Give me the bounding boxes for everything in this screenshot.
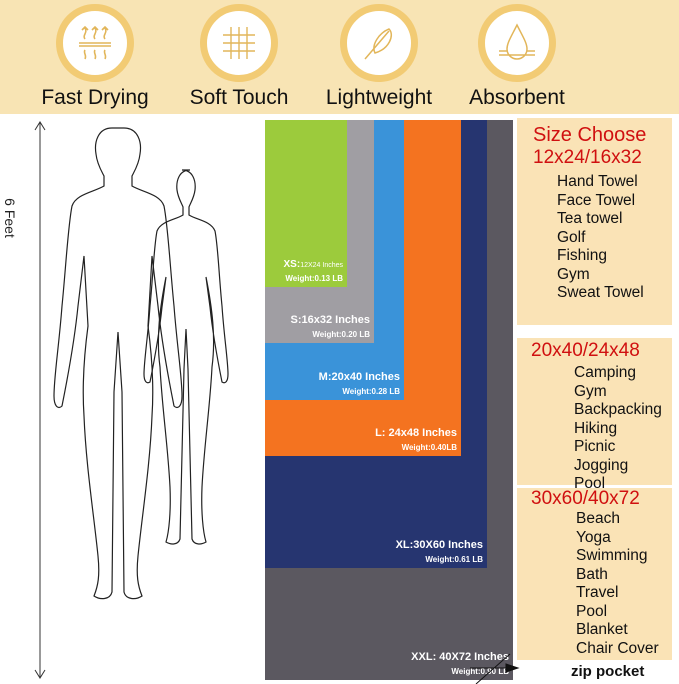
feature-absorbent: Absorbent [462,4,572,110]
use-item: Sweat Towel [557,284,644,301]
use-item: Picnic [574,438,616,455]
feature-label: Lightweight [325,86,433,109]
weight-text: Weight:0.13 LB [285,274,343,283]
feature-lightweight: Lightweight [324,4,434,110]
size-group-small: Size Choose 12x24/16x32 Hand Towel Face T… [517,118,672,325]
use-item: Pool [574,475,606,492]
size-text: L: 24x48 Inches [375,427,457,439]
human-silhouettes [53,127,229,600]
zip-pocket-arrow [470,653,520,684]
weight-text: Weight:0.40LB [401,443,457,452]
use-item: Hiking [574,419,618,437]
size-detail: 12X24 Inches [300,262,343,269]
use-item: Pool [576,602,608,620]
size-group-large: 30x60/40x72 Beach Yoga Swimming Bath Travel P… [517,488,672,660]
height-label: 6 Feet [1,198,18,238]
height-arrow [34,121,46,679]
towel-label: XXL: 40X72 Inches Weight:0.90 LB [411,651,509,676]
weight-text: Weight:0.28 LB [342,387,400,396]
towel-label: M:20x40 Inches Weight:0.28 LB [319,371,400,396]
towel-label: S:16x32 Inches Weight:0.20 LB [291,314,371,339]
size-choose-title: Size Choose [533,124,647,146]
woven-fabric-icon [223,27,255,59]
size-text: S:16x32 Inches [290,314,371,326]
weight-text: Weight:0.90 LB [451,667,509,676]
use-item: Bath [576,565,608,583]
towel-label: L: 24x48 Inches Weight:0.40LB [375,427,457,452]
use-item: Backpacking [574,401,662,418]
use-item: Gym [557,265,590,283]
size-text: XL:30X60 Inches [395,539,483,551]
size-code: XS: [283,259,301,270]
zip-pocket-label: zip pocket [571,663,645,680]
size-group-medium: 20x40/24x48 Camping Gym Backpacking Hiking P… [517,338,672,492]
weight-text: Weight:0.20 LB [312,330,370,339]
size-text: M:20x40 Inches [318,371,400,383]
use-item: Blanket [576,621,628,638]
use-item: Swimming [576,547,648,564]
towel-label: XS:12X24 Inches Weight:0.13 LB [284,259,343,283]
towel-xs: XS:12X24 Inches Weight:0.13 LB [265,120,347,287]
feature-fast-drying: Fast Drying [40,4,150,110]
use-item: Gym [574,382,607,400]
use-item: Fishing [557,247,607,264]
use-item: Hand Towel [557,173,638,190]
use-item: Beach [576,510,620,527]
use-item: Jogging [574,456,629,474]
feature-label: Absorbent [469,86,565,109]
group-heading: 30x60/40x72 [531,488,640,509]
weight-text: Weight:0.61 LB [425,555,483,564]
water-drop-icon [499,23,535,60]
feature-label: Fast Drying [41,86,149,109]
use-item: Camping [574,364,637,381]
use-item: Yoga [576,528,611,546]
size-text: XXL: 40X72 Inches [411,651,509,663]
group-heading: 12x24/16x32 [533,147,642,168]
use-item: Tea towel [557,210,623,227]
feature-label: Soft Touch [189,86,289,109]
use-item: Golf [557,228,586,246]
features-banner: Fast Drying Soft Touch Lightweight Absor… [0,0,679,114]
use-item: Face Towel [557,191,636,209]
heat-waves-icon [79,25,111,60]
use-item: Travel [576,584,619,601]
feature-soft-touch: Soft Touch [184,4,294,110]
use-item: Chair Cover [576,639,659,657]
group-heading: 20x40/24x48 [531,340,640,361]
towel-label: XL:30X60 Inches Weight:0.61 LB [396,539,483,564]
feather-icon [364,28,393,60]
